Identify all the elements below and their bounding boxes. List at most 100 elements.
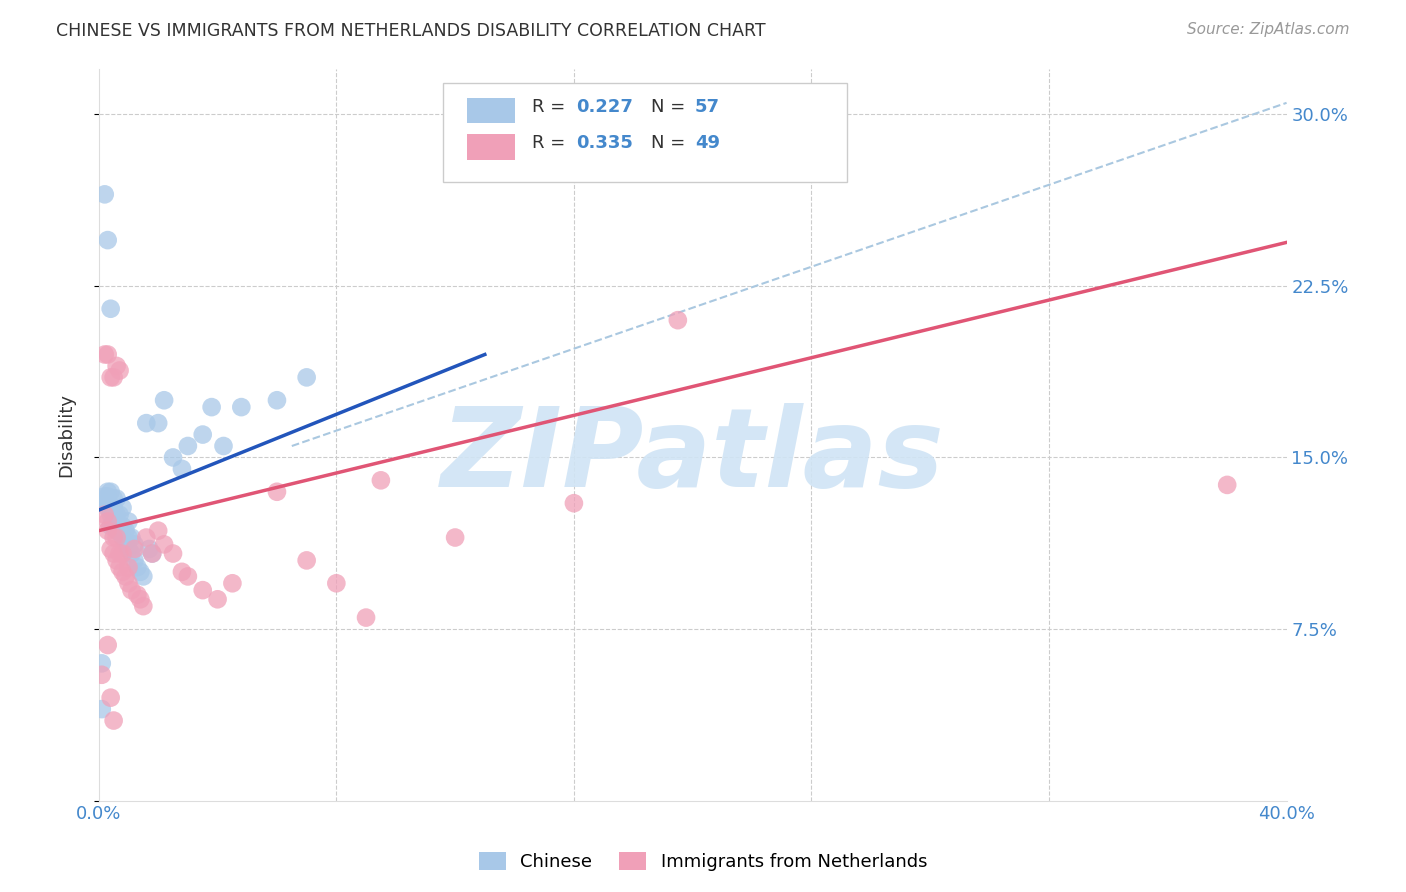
- Point: [117, 560, 139, 574]
- Point: [177, 569, 200, 583]
- Point: [90, 657, 112, 671]
- Point: [108, 363, 131, 377]
- Point: [138, 541, 160, 556]
- Point: [111, 547, 134, 561]
- Point: [117, 515, 139, 529]
- Point: [266, 484, 288, 499]
- Point: [120, 583, 142, 598]
- Point: [562, 496, 585, 510]
- Text: 0.335: 0.335: [576, 134, 633, 153]
- FancyBboxPatch shape: [467, 135, 515, 160]
- Text: 0.227: 0.227: [576, 97, 633, 116]
- Point: [207, 592, 229, 607]
- Point: [129, 565, 152, 579]
- Point: [103, 515, 125, 529]
- Point: [132, 599, 155, 614]
- Point: [117, 576, 139, 591]
- Point: [111, 565, 134, 579]
- Point: [97, 233, 120, 247]
- Point: [97, 524, 120, 538]
- Point: [93, 496, 115, 510]
- Point: [117, 541, 139, 556]
- Point: [148, 524, 170, 538]
- Point: [108, 547, 131, 561]
- Point: [325, 576, 347, 591]
- Point: [141, 547, 163, 561]
- Point: [103, 519, 125, 533]
- Point: [97, 638, 120, 652]
- Point: [114, 524, 136, 538]
- Point: [153, 393, 176, 408]
- Text: Source: ZipAtlas.com: Source: ZipAtlas.com: [1187, 22, 1350, 37]
- Point: [162, 450, 184, 465]
- Point: [177, 439, 200, 453]
- Point: [354, 610, 377, 624]
- Point: [93, 187, 115, 202]
- Point: [105, 359, 128, 373]
- Point: [221, 576, 243, 591]
- Point: [103, 491, 125, 506]
- Point: [97, 515, 120, 529]
- Point: [97, 347, 120, 361]
- Point: [97, 489, 120, 503]
- Point: [97, 500, 120, 515]
- Text: R =: R =: [533, 97, 571, 116]
- Point: [100, 541, 122, 556]
- Point: [148, 416, 170, 430]
- FancyBboxPatch shape: [467, 98, 515, 123]
- Point: [103, 500, 125, 515]
- Legend: Chinese, Immigrants from Netherlands: Chinese, Immigrants from Netherlands: [471, 845, 935, 879]
- Point: [135, 531, 157, 545]
- Point: [170, 565, 193, 579]
- Point: [295, 553, 318, 567]
- Point: [103, 714, 125, 728]
- Point: [162, 547, 184, 561]
- Point: [100, 690, 122, 705]
- Point: [114, 569, 136, 583]
- Point: [295, 370, 318, 384]
- Y-axis label: Disability: Disability: [58, 392, 75, 476]
- Point: [108, 519, 131, 533]
- Point: [132, 569, 155, 583]
- Point: [111, 531, 134, 545]
- Point: [666, 313, 689, 327]
- Point: [105, 491, 128, 506]
- Point: [170, 462, 193, 476]
- Text: 57: 57: [695, 97, 720, 116]
- Point: [124, 541, 146, 556]
- Point: [103, 370, 125, 384]
- Point: [103, 531, 125, 545]
- Point: [100, 500, 122, 515]
- Text: N =: N =: [651, 134, 692, 153]
- Point: [108, 508, 131, 522]
- Point: [191, 427, 214, 442]
- Point: [105, 524, 128, 538]
- Point: [129, 592, 152, 607]
- Point: [93, 496, 115, 510]
- Point: [266, 393, 288, 408]
- Point: [201, 400, 224, 414]
- Point: [117, 531, 139, 545]
- Point: [370, 473, 392, 487]
- Point: [105, 519, 128, 533]
- Text: R =: R =: [533, 134, 571, 153]
- Text: N =: N =: [651, 97, 692, 116]
- Text: CHINESE VS IMMIGRANTS FROM NETHERLANDS DISABILITY CORRELATION CHART: CHINESE VS IMMIGRANTS FROM NETHERLANDS D…: [56, 22, 766, 40]
- Point: [191, 583, 214, 598]
- Point: [97, 496, 120, 510]
- Text: 49: 49: [695, 134, 720, 153]
- Point: [105, 553, 128, 567]
- Point: [127, 560, 149, 574]
- Point: [114, 535, 136, 549]
- Point: [135, 416, 157, 430]
- Point: [141, 547, 163, 561]
- Point: [100, 508, 122, 522]
- Text: ZIPatlas: ZIPatlas: [441, 403, 945, 510]
- Point: [93, 489, 115, 503]
- Point: [93, 347, 115, 361]
- Point: [97, 484, 120, 499]
- Point: [108, 560, 131, 574]
- Point: [90, 667, 112, 681]
- Point: [100, 484, 122, 499]
- Point: [1216, 478, 1239, 492]
